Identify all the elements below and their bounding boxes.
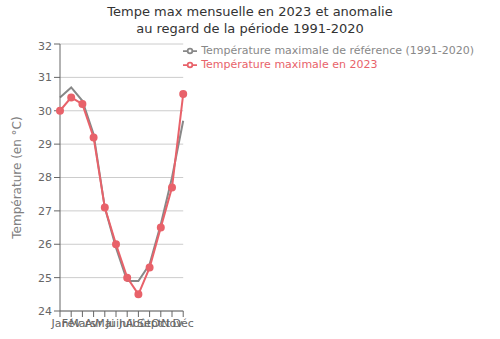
svg-text:Température (en °C): Température (en °C) (10, 116, 24, 239)
svg-text:30: 30 (38, 105, 52, 118)
svg-text:Jan: Jan (51, 316, 69, 330)
html-text:Tempe max mensuelle en 2023 et: Tempe max mensuelle en 2023 et anomalie (107, 4, 393, 19)
svg-text:31: 31 (38, 71, 52, 84)
svg-text:28: 28 (38, 171, 52, 184)
svg-text:Mai: Mai (95, 316, 115, 330)
svg-text:27: 27 (38, 205, 52, 218)
svg-text:Avr: Avr (84, 316, 103, 330)
svg-text:26: 26 (38, 238, 52, 251)
svg-text:Déc: Déc (173, 317, 194, 330)
svg-text:Mars: Mars (69, 316, 96, 330)
svg-text:24: 24 (38, 305, 52, 318)
svg-text:32: 32 (38, 40, 52, 53)
svg-text:Juin: Juin (105, 316, 127, 330)
svg-text:25: 25 (38, 272, 52, 285)
svg-text:Sept: Sept (137, 316, 163, 330)
html-text:Température maximale en 2023: Température maximale en 2023 (201, 58, 378, 71)
html-text:au regard de la période 1991-2: au regard de la période 1991-2020 (136, 21, 364, 36)
html-text:Température maximale de référe: Température maximale de référence (1991-… (201, 44, 474, 57)
svg-text:29: 29 (38, 138, 52, 151)
